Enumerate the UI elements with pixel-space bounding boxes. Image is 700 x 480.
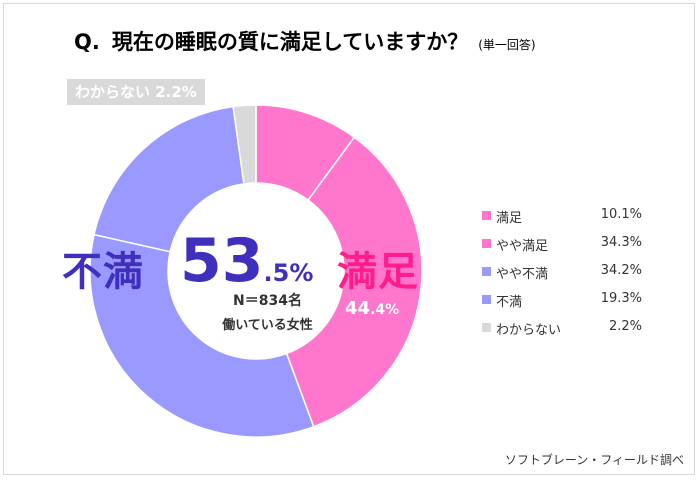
- source-note: ソフトブレーン・フィールド調べ: [504, 453, 684, 467]
- legend-item-dont-know: わからない 2.2%: [482, 319, 642, 347]
- chart-title: Q. 現在の睡眠の質に満足していますか？ (単一回答): [74, 26, 536, 56]
- satisfied-total-int: 44: [345, 298, 371, 319]
- dissatisfied-total-dec: .5%: [263, 259, 314, 287]
- legend-label: 不満: [496, 295, 523, 310]
- dissatisfied-word: 不満: [62, 249, 144, 295]
- title-text: 現在の睡眠の質に満足していますか？: [111, 30, 469, 54]
- legend-label: やや不満: [496, 267, 549, 282]
- slice-somewhat-satisfied: [285, 136, 423, 428]
- legend-item-dissatisfied: 不満 19.3%: [482, 291, 642, 319]
- donut-slices: [89, 104, 423, 438]
- legend-label: わからない: [496, 323, 562, 338]
- legend-swatch: [482, 295, 491, 304]
- dissatisfied-total: 53.5%: [180, 226, 313, 296]
- legend-value: 34.2%: [600, 263, 642, 278]
- legend-swatch: [482, 323, 491, 332]
- sample-description: 働いている女性: [222, 318, 313, 333]
- legend-label: やや満足: [496, 239, 549, 254]
- legend-item-somewhat-satisfied: やや満足 34.3%: [482, 235, 642, 263]
- legend: 満足 10.1% やや満足 34.3% やや不満 34.2% 不満 19.3% …: [482, 207, 642, 347]
- legend-swatch: [482, 239, 491, 248]
- satisfied-total: 44.4%: [345, 298, 399, 319]
- slice-dissatisfied: [93, 105, 245, 253]
- legend-label: 満足: [496, 211, 523, 226]
- legend-swatch: [482, 267, 491, 276]
- legend-value: 10.1%: [600, 207, 642, 222]
- legend-swatch: [482, 211, 491, 220]
- dont-know-label: わからない 2.2%: [67, 79, 205, 105]
- title-q: Q.: [74, 30, 100, 54]
- slice-somewhat-dissatisfied: [89, 233, 315, 438]
- title-note: (単一回答): [478, 38, 536, 52]
- legend-value: 34.3%: [600, 235, 642, 250]
- legend-item-somewhat-dissatisfied: やや不満 34.2%: [482, 263, 642, 291]
- satisfied-total-dec: .4%: [370, 302, 400, 318]
- dissatisfied-total-int: 53: [180, 226, 264, 296]
- legend-item-satisfied: 満足 10.1%: [482, 207, 642, 235]
- slice-dont-know: [232, 104, 257, 185]
- legend-value: 19.3%: [600, 291, 642, 306]
- sample-size: N＝834名: [233, 293, 302, 309]
- satisfied-word: 満足: [337, 249, 419, 295]
- legend-value: 2.2%: [608, 319, 642, 334]
